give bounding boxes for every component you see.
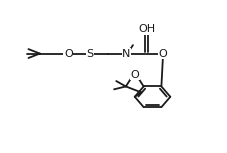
Text: OH: OH [138, 24, 155, 34]
Text: O: O [130, 70, 138, 80]
Text: O: O [158, 49, 167, 59]
Text: O: O [64, 49, 72, 59]
Text: S: S [86, 49, 93, 59]
Text: N: N [122, 49, 130, 59]
